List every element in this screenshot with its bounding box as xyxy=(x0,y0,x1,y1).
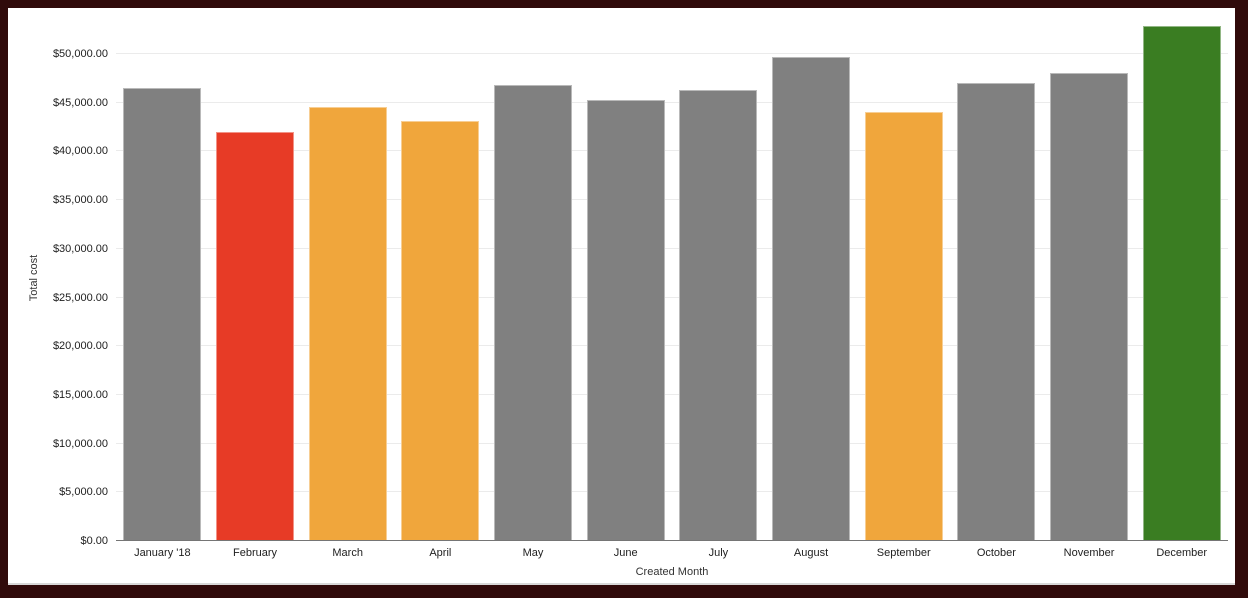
bar-august[interactable] xyxy=(771,56,850,541)
bar-june[interactable] xyxy=(586,100,665,541)
bar-may[interactable] xyxy=(493,84,572,541)
x-tick-label-february: February xyxy=(232,547,278,559)
x-tick-label-april: April xyxy=(429,547,452,559)
y-gridline-35000 xyxy=(116,199,1228,201)
x-tick-label-june: June xyxy=(613,547,638,559)
y-tick-label-5000: $5,000.00 xyxy=(59,486,108,499)
y-tick-label-45000: $45,000.00 xyxy=(52,96,108,109)
x-tick-label-october: October xyxy=(976,547,1016,559)
x-axis-baseline xyxy=(116,540,1228,541)
x-axis-tick-labels: January '18 February March April May June July… xyxy=(116,547,1228,559)
y-tick-label-30000: $30,000.00 xyxy=(52,242,108,255)
bar-march[interactable] xyxy=(308,106,387,541)
bar-series xyxy=(116,15,1228,541)
x-tick-label-july: July xyxy=(708,547,729,559)
bar-april[interactable] xyxy=(401,121,480,541)
y-tick-label-35000: $35,000.00 xyxy=(52,194,108,207)
x-tick-label-december: December xyxy=(1156,547,1208,559)
y-tick-label-20000: $20,000.00 xyxy=(52,340,108,353)
y-gridline-10000 xyxy=(116,442,1228,444)
y-gridline-5000 xyxy=(116,491,1228,493)
x-axis-title: Created Month xyxy=(635,566,709,578)
x-tick-label-september: September xyxy=(876,547,931,559)
chart-card: Total cost $0.00 $5,000.00 $10,000.00 $15,0… xyxy=(8,8,1235,585)
y-gridline-25000 xyxy=(116,296,1228,298)
bar-october[interactable] xyxy=(957,83,1036,541)
y-tick-label-40000: $40,000.00 xyxy=(52,145,108,158)
y-tick-label-50000: $50,000.00 xyxy=(52,48,108,60)
y-gridline-40000 xyxy=(116,150,1228,152)
y-gridline-45000 xyxy=(116,101,1228,103)
bar-february[interactable] xyxy=(215,131,294,541)
y-gridline-20000 xyxy=(116,345,1228,347)
x-tick-label-may: May xyxy=(522,547,544,559)
bar-september[interactable] xyxy=(864,111,943,541)
x-tick-label-november: November xyxy=(1063,547,1115,559)
plot-area xyxy=(116,15,1228,541)
y-gridline-50000 xyxy=(116,53,1228,54)
bar-july[interactable] xyxy=(679,89,758,541)
bar-november[interactable] xyxy=(1049,73,1128,541)
y-axis-tick-labels: $0.00 $5,000.00 $10,000.00 $15,000.00 $20,00… xyxy=(8,15,108,547)
y-tick-label-0: $0.00 xyxy=(80,535,108,547)
y-tick-label-10000: $10,000.00 xyxy=(52,437,108,450)
bar-december[interactable] xyxy=(1142,26,1221,541)
y-tick-label-15000: $15,000.00 xyxy=(52,388,108,401)
x-tick-label-march: March xyxy=(332,547,363,559)
x-tick-label-january-18: January '18 xyxy=(134,547,191,559)
y-gridline-30000 xyxy=(116,247,1228,249)
x-tick-label-august: August xyxy=(793,547,829,559)
y-gridline-15000 xyxy=(116,393,1228,395)
bar-january-18[interactable] xyxy=(123,88,202,541)
y-tick-label-25000: $25,000.00 xyxy=(52,291,108,304)
